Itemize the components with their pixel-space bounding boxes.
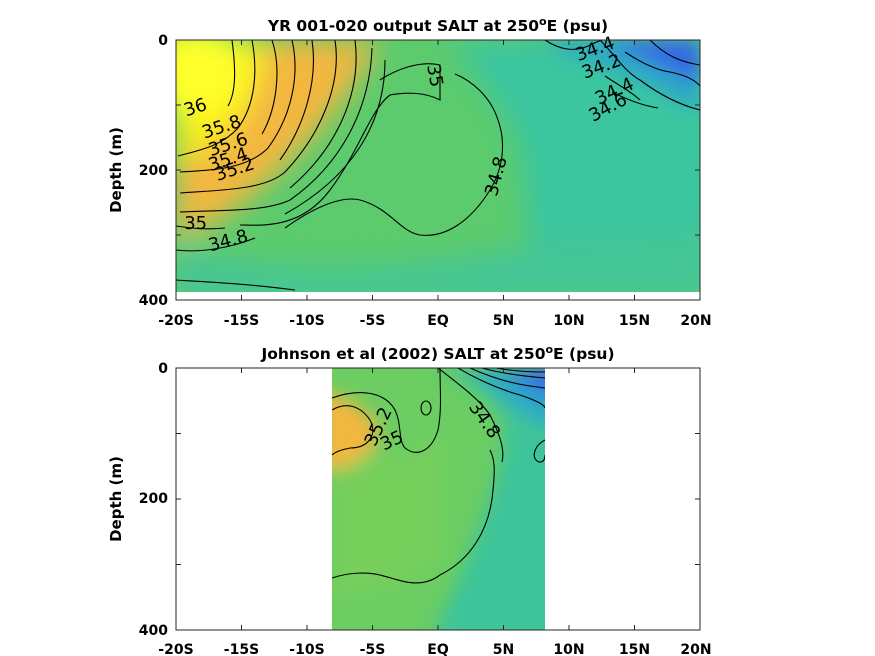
contour-fresh-1 (457, 368, 545, 409)
x-tick-label: -10S (289, 642, 324, 656)
panel-model-y-tick-labels: 0 200 400 (139, 33, 168, 309)
y-tick-label: 0 (158, 33, 168, 49)
panel-obs-title-pre: Johnson et al (2002) SALT at 250 (260, 345, 545, 363)
mid-green-region (332, 430, 440, 600)
contour-fresh-1 (544, 40, 620, 50)
contour-fresh-4 (649, 40, 700, 66)
y-tick-label: 0 (158, 361, 168, 377)
contour-deep-lower (176, 279, 296, 291)
salty-orange-region (332, 393, 380, 470)
contour-35-9 (177, 40, 256, 157)
panel-obs-ticks (175, 367, 701, 631)
panel-model-title-pre: YR 001-020 output SALT at 250 (267, 17, 539, 35)
x-tick-label: 15N (619, 642, 650, 656)
x-tick-label: -5S (360, 313, 386, 329)
contour-35-2 (332, 405, 374, 456)
contour-fresh-4 (495, 368, 545, 373)
panel-model-ticks (175, 39, 701, 301)
contour-label: 35 (184, 213, 207, 234)
teal-region (434, 368, 545, 630)
panel-model-title-sup: o (539, 15, 547, 28)
contour-35-a (239, 63, 441, 226)
x-tick-label: 20N (680, 642, 711, 656)
freshest-region (600, 40, 700, 85)
x-tick-label: 10N (553, 313, 584, 329)
contour-fresh-2 (469, 368, 545, 389)
contour-fresh-3 (624, 51, 700, 87)
contour-34-8-deep (176, 237, 256, 252)
panel-obs-title: Johnson et al (2002) SALT at 250oE (psu) (260, 343, 614, 363)
panel-obs-title-post: E (psu) (553, 345, 615, 363)
contour-fresh-5 (604, 75, 641, 101)
panel-obs-field-blobs (332, 368, 545, 630)
contour-35-8 (261, 40, 278, 135)
contour-35-closed (420, 400, 432, 416)
contour-fresh-6 (611, 91, 659, 109)
contour-36 (227, 40, 236, 107)
contour-35-5 (179, 40, 337, 194)
x-tick-label: -5S (360, 642, 386, 656)
panel-model-y-axis-label: Depth (m) (107, 127, 125, 213)
panel-obs: Johnson et al (2002) SALT at 250oE (psu) (107, 343, 712, 656)
x-tick-label: -20S (158, 642, 193, 656)
panel-obs-contours (332, 368, 545, 584)
panel-model-title: YR 001-020 output SALT at 250oE (psu) (267, 15, 608, 35)
x-tick-label: 5N (493, 313, 514, 329)
salty-core (176, 40, 245, 115)
contour-34-8-south (284, 73, 504, 236)
panel-model: YR 001-020 output SALT at 250oE (psu) (107, 15, 712, 329)
y-tick-label: 400 (139, 293, 168, 309)
contour-35-a (332, 368, 442, 453)
x-tick-label: 5N (493, 642, 514, 656)
panel-obs-y-tick-labels: 0 200 400 (139, 361, 168, 639)
x-tick-label: -10S (289, 313, 324, 329)
contour-35-7 (179, 40, 296, 173)
contour-35-6 (279, 40, 314, 161)
x-tick-label: -15S (224, 313, 259, 329)
y-tick-label: 200 (139, 491, 168, 507)
contour-35-b (176, 225, 226, 230)
panel-model-title-post: E (psu) (547, 17, 609, 35)
contour-34-6-east (533, 439, 545, 463)
x-tick-label: 10N (553, 642, 584, 656)
panel-obs-x-tick-labels: -20S -15S -10S -5S EQ 5N 10N 15N 20N (158, 642, 711, 656)
contour-fresh-2 (599, 40, 700, 111)
contour-35-2 (284, 59, 386, 215)
x-tick-label: EQ (427, 313, 449, 329)
y-tick-label: 200 (139, 163, 168, 179)
panel-obs-y-axis-label: Depth (m) (107, 456, 125, 542)
panel-model-fresh-field (540, 40, 700, 110)
panel-obs-title-sup: o (545, 343, 553, 356)
x-tick-label: 20N (680, 313, 711, 329)
contour-34-8-deep (332, 449, 495, 584)
contour-35-3 (179, 47, 373, 213)
x-tick-label: 15N (619, 313, 650, 329)
contour-label: 35 (422, 63, 447, 89)
x-tick-label: -20S (158, 313, 193, 329)
y-tick-label: 400 (139, 623, 168, 639)
x-tick-label: EQ (427, 642, 449, 656)
contour-fresh-3 (481, 368, 545, 379)
deep-teal-region (176, 231, 700, 292)
panel-obs-field (332, 368, 545, 630)
panel-model-x-tick-labels: -20S -15S -10S -5S EQ 5N 10N 15N 20N (158, 313, 711, 329)
contour-35-4 (289, 40, 357, 189)
x-tick-label: -15S (224, 642, 259, 656)
contour-34-8 (437, 368, 504, 463)
panel-model-contours (176, 40, 700, 291)
